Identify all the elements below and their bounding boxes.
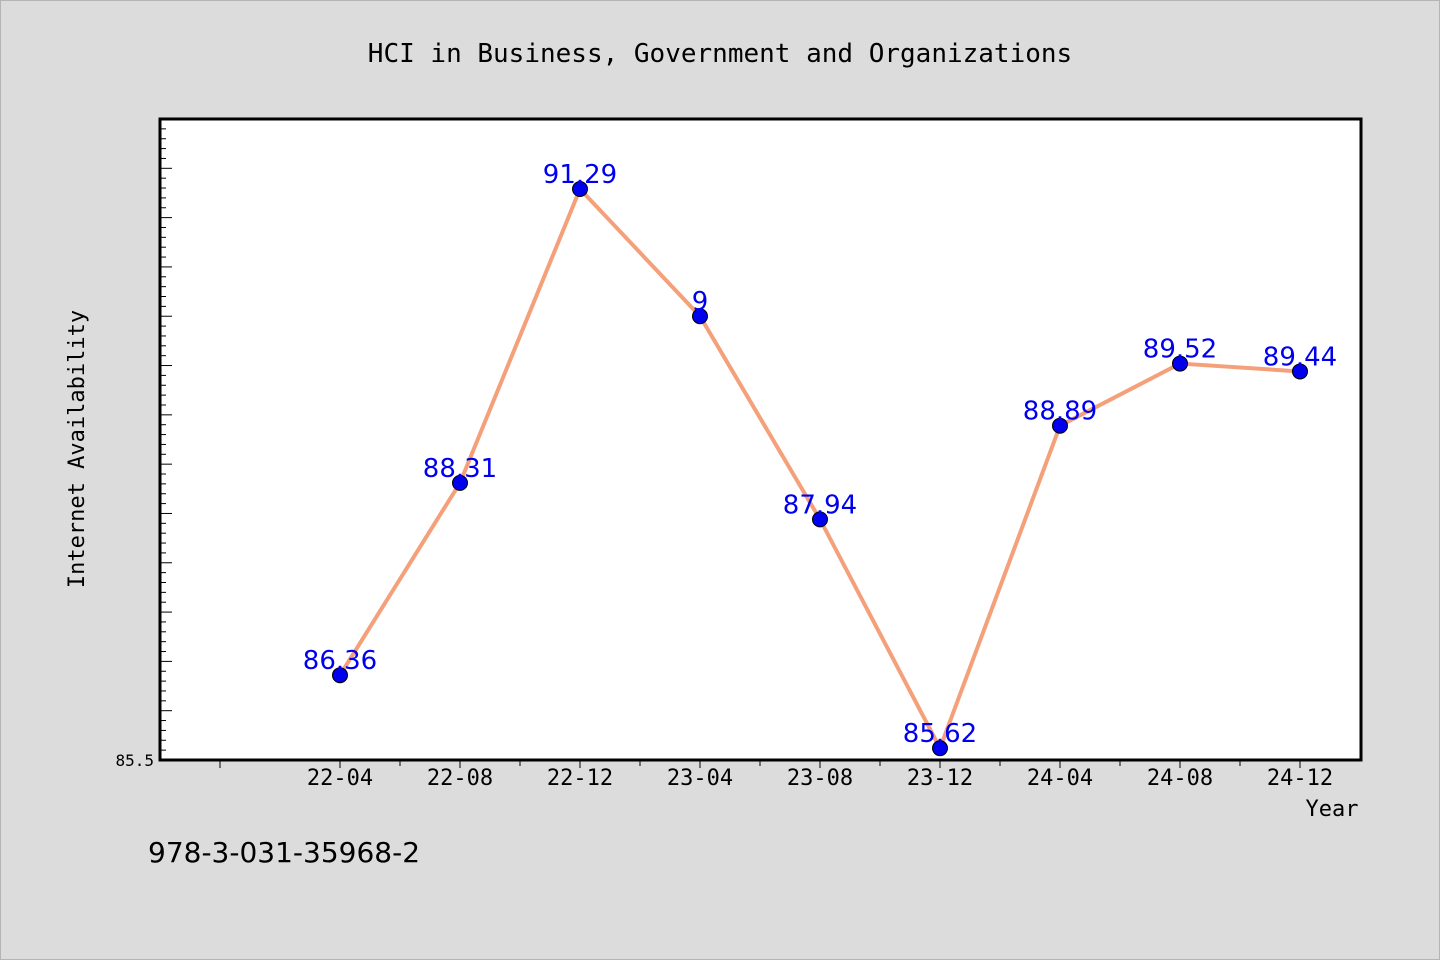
isbn-text: 978-3-031-35968-2: [148, 836, 420, 869]
data-label: 86.36: [303, 646, 377, 676]
data-point: [452, 474, 468, 491]
data-point: [1172, 355, 1188, 372]
data-label: 85.62: [903, 719, 977, 749]
series-layer: 86.36 88.31 91.29 9 87.94 85.62 88.89 89.52 89.4…: [303, 160, 1337, 757]
data-label: 88.31: [423, 454, 497, 484]
data-label: 91.29: [543, 160, 617, 190]
plot-area: [158, 117, 1363, 762]
y-axis-label: Internet Availability: [65, 310, 90, 588]
data-point: [692, 308, 708, 325]
x-tick-label: 24-12: [1267, 766, 1333, 791]
x-axis-ticks: 22-04 22-08 22-12 23-04 23-08 23-12 24-04 24-08…: [219, 760, 1333, 791]
x-tick-label: 22-04: [307, 766, 373, 791]
x-tick-label: 24-08: [1147, 766, 1213, 791]
data-point: [572, 181, 588, 198]
data-label: 88.89: [1023, 397, 1097, 427]
data-point: [812, 511, 828, 528]
y-tick-label: 85.5: [115, 751, 154, 770]
x-tick-label: 22-08: [427, 766, 493, 791]
data-point: [932, 740, 948, 757]
x-axis-label: Year: [1306, 797, 1359, 822]
data-point: [332, 667, 348, 684]
y-axis-ticks: 85.5: [115, 118, 172, 770]
chart-title: HCI in Business, Government and Organiza…: [368, 39, 1072, 69]
data-point: [1052, 417, 1068, 434]
data-label: 9: [692, 287, 709, 317]
data-label: 87.94: [783, 490, 857, 520]
data-label: 89.52: [1143, 335, 1217, 365]
data-label: 89.44: [1263, 342, 1337, 372]
data-point: [1292, 363, 1308, 380]
x-tick-label: 22-12: [547, 766, 613, 791]
x-tick-label: 23-08: [787, 766, 853, 791]
x-tick-label: 23-12: [907, 766, 973, 791]
x-tick-label: 24-04: [1027, 766, 1093, 791]
x-tick-label: 23-04: [667, 766, 733, 791]
